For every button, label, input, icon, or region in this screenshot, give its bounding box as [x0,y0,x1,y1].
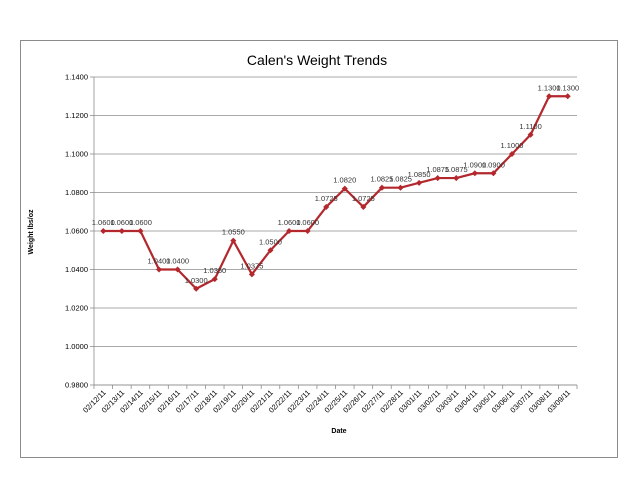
data-label: 1.0600 [92,218,115,227]
y-tick-label: 1.1000 [65,150,88,159]
data-label: 1.0725 [315,194,338,203]
data-point-marker [564,93,571,100]
data-label: 1.0850 [408,170,431,179]
data-label: 1.0900 [463,160,486,169]
data-point-marker [508,150,516,158]
data-point-marker [546,93,553,100]
data-label: 1.1300 [556,83,579,92]
data-label: 1.0350 [203,266,226,275]
data-point-marker [304,227,311,235]
data-label: 1.0875 [445,165,468,174]
data-point-marker [211,276,218,283]
chart-frame: Calen's Weight Trends 0.9800 1.0000 1.0200… [20,40,618,458]
data-label: 1.1300 [538,83,561,92]
data-point-marker [118,227,125,235]
y-axis-ticks: 0.9800 1.0000 1.0200 1.0400 1.0600 1.0800 1.10… [65,73,94,390]
y-tick-label: 1.0000 [65,342,88,351]
y-axis-label: Weight lbs/oz [28,209,35,254]
series-line-path [103,95,568,290]
data-label: 1.0500 [259,237,282,246]
data-label: 1.0600 [278,218,301,227]
axes [93,77,577,386]
data-label: 1.0600 [296,218,319,227]
data-label: 1.0875 [426,165,449,174]
data-point-marker [416,179,423,186]
data-point-marker [155,266,163,273]
series-line [100,93,571,292]
y-tick-label: 1.0400 [65,265,88,274]
y-tick-label: 1.0800 [65,188,88,197]
data-point-marker [453,175,460,182]
data-point-marker [137,227,144,235]
data-point-marker [100,227,107,235]
data-point-marker [397,184,404,191]
y-tick-label: 0.9800 [65,381,88,390]
data-label: 1.0825 [389,175,412,184]
data-point-marker [174,266,181,273]
data-label: 1.0725 [352,194,375,203]
y-tick-label: 1.1400 [65,73,88,82]
data-point-marker [193,285,200,292]
data-label: 1.0600 [129,218,152,227]
data-label: 1.0825 [370,175,393,184]
data-point-marker [378,184,385,191]
data-point-marker [527,131,534,138]
data-label: 1.0400 [166,257,189,266]
data-label: 1.1100 [519,122,541,131]
data-labels: 1.06001.06001.06001.04001.04001.03001.03… [92,83,579,285]
x-axis-ticks: 02/12/1102/13/1102/14/1102/15/1102/16/11… [81,385,578,415]
data-point-marker [248,271,255,278]
data-point-marker [286,227,293,235]
data-point-marker [323,203,330,210]
data-label: 1.1000 [501,141,524,150]
data-label: 1.0550 [222,228,245,237]
gridlines [94,76,577,386]
data-point-marker [434,175,441,182]
data-label: 1.0600 [110,218,133,227]
data-label: 1.0300 [185,276,208,285]
weight-line-chart: Calen's Weight Trends 0.9800 1.0000 1.0200… [28,52,579,435]
data-point-marker [471,170,478,177]
data-point-marker [360,203,367,210]
chart-title: Calen's Weight Trends [247,52,387,68]
data-label: 1.0820 [333,176,356,185]
data-point-marker [230,237,237,244]
data-point-marker [490,170,497,177]
y-tick-label: 1.0200 [65,304,88,313]
y-tick-label: 1.0600 [65,227,88,236]
data-point-marker [267,247,274,254]
data-label: 1.0375 [240,261,263,270]
data-point-marker [341,185,348,192]
y-tick-label: 1.1200 [65,111,88,120]
data-label: 1.0400 [148,257,171,266]
x-axis-label: Date [331,428,346,435]
data-label: 1.0900 [482,160,505,169]
